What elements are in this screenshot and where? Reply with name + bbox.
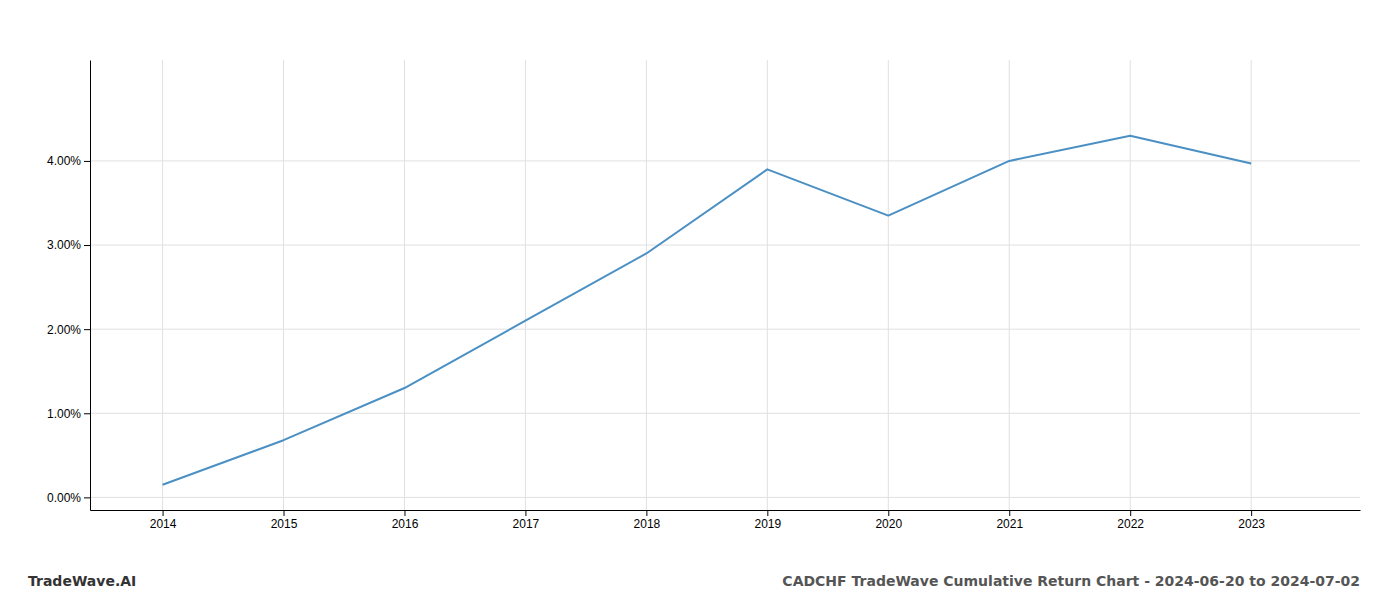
axis-line — [90, 61, 91, 511]
tick-mark — [1009, 510, 1010, 516]
grid-line — [283, 60, 284, 510]
tick: 2018 — [634, 510, 661, 531]
tick-mark — [84, 329, 90, 330]
grid-line — [90, 413, 1360, 414]
tick-label: 1.00% — [47, 407, 81, 421]
tick-mark — [404, 510, 405, 516]
tick: 2020 — [875, 510, 902, 531]
tick: 2022 — [1117, 510, 1144, 531]
tick: 2021 — [996, 510, 1023, 531]
grid-line — [404, 60, 405, 510]
tick: 2016 — [392, 510, 419, 531]
plot: 2014 2015 2016 2017 2018 2019 2020 2021 2022 2023… — [47, 60, 1361, 531]
grid-line — [1009, 60, 1010, 510]
marks — [163, 136, 1252, 485]
tick: 2019 — [754, 510, 781, 531]
grid-line — [90, 245, 1360, 246]
grid-line — [90, 329, 1360, 330]
tick-label: 0.00% — [47, 491, 81, 505]
grid-line — [162, 60, 163, 510]
tick-label: 2014 — [150, 517, 177, 531]
grid — [90, 60, 1360, 510]
tick: 2023 — [1238, 510, 1265, 531]
tick-mark — [84, 497, 90, 498]
x-axis: 2014 2015 2016 2017 2018 2019 2020 2021 2022 2023 — [91, 510, 1361, 531]
tick: 2017 — [513, 510, 540, 531]
grid-line — [90, 497, 1360, 498]
grid-line — [767, 60, 768, 510]
tick-label: 2020 — [875, 517, 902, 531]
grid-line — [90, 160, 1360, 161]
tick-label: 4.00% — [47, 154, 81, 168]
tick-label: 2019 — [754, 517, 781, 531]
tick-label: 2016 — [392, 517, 419, 531]
watermark: TradeWave.AI — [28, 573, 136, 589]
tick-label: 2021 — [996, 517, 1023, 531]
tick: 0.00% — [47, 491, 90, 505]
tick-mark — [888, 510, 889, 516]
tick-mark — [84, 245, 90, 246]
grid-line — [1130, 60, 1131, 510]
tick-mark — [84, 161, 90, 162]
tick: 1.00% — [47, 407, 90, 421]
tick-mark — [646, 510, 647, 516]
tick: 2015 — [271, 510, 298, 531]
tick-label: 2017 — [513, 517, 540, 531]
grid-line — [525, 60, 526, 510]
tick-mark — [284, 510, 285, 516]
tick: 4.00% — [47, 154, 90, 168]
y-axis: 0.00% 1.00% 2.00% 3.00% 4.00% — [47, 61, 91, 511]
grid-line — [646, 60, 647, 510]
line — [163, 136, 1252, 485]
tick-label: 2.00% — [47, 322, 81, 336]
grid-line — [888, 60, 889, 510]
chart: 2014 2015 2016 2017 2018 2019 2020 2021 2022 2023… — [0, 0, 1400, 600]
grid-line — [1251, 60, 1252, 510]
tick-mark — [1130, 510, 1131, 516]
tick-label: 2018 — [634, 517, 661, 531]
tick-label: 2023 — [1238, 517, 1265, 531]
tick: 3.00% — [47, 238, 90, 252]
tick-label: 2022 — [1117, 517, 1144, 531]
tick-mark — [1251, 510, 1252, 516]
tick: 2.00% — [47, 322, 90, 336]
tick-mark — [767, 510, 768, 516]
axis-line — [91, 510, 1361, 511]
tick-mark — [84, 413, 90, 414]
tick-label: 3.00% — [47, 238, 81, 252]
title: CADCHF TradeWave Cumulative Return Chart… — [782, 573, 1360, 589]
tick-label: 2015 — [271, 517, 298, 531]
tick: 2014 — [150, 510, 177, 531]
tick-mark — [163, 510, 164, 516]
tick-mark — [525, 510, 526, 516]
